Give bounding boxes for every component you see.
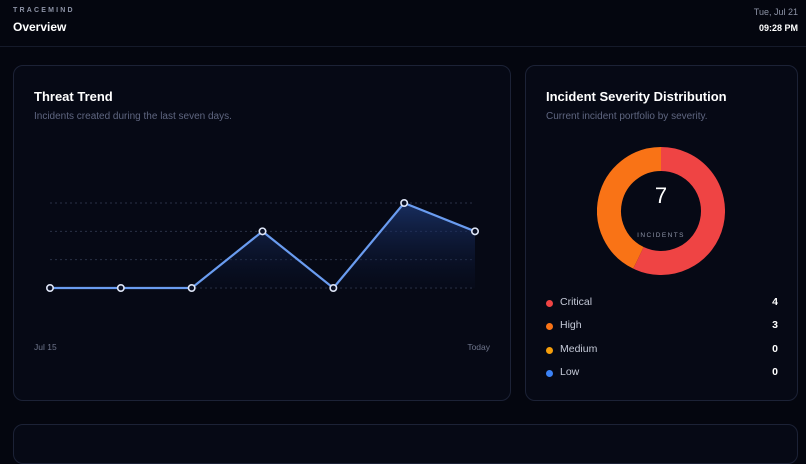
current-time: 09:28 PM (758, 23, 798, 33)
legend-label: High (560, 319, 582, 332)
severity-legend: Critical 4 High 3 Medium 0 Low 0 (546, 296, 778, 389)
trend-point[interactable] (116, 284, 125, 293)
legend-value: 0 (772, 365, 778, 378)
threat-trend-title: Threat Trend (34, 89, 113, 104)
high-dot-icon (546, 323, 553, 331)
legend-item-medium: Medium 0 (546, 343, 778, 366)
trend-point[interactable] (45, 284, 54, 293)
donut-total: 7 (654, 183, 668, 208)
legend-value: 4 (772, 296, 778, 308)
low-dot-icon (546, 369, 553, 377)
donut-caption: INCIDENTS (637, 232, 685, 239)
x-axis-start-label: Jul 15 (34, 342, 57, 352)
legend-item-high: High 3 (546, 319, 778, 342)
top-bar: TRACEMIND Overview Tue, Jul 21 09:28 PM (0, 0, 806, 47)
severity-title: Incident Severity Distribution (546, 89, 727, 104)
legend-label: Medium (560, 342, 598, 355)
threat-trend-card: Threat Trend Incidents created during th… (13, 65, 511, 401)
page-title: Overview (13, 20, 67, 34)
threat-trend-subtitle: Incidents created during the last seven … (34, 111, 232, 122)
critical-dot-icon (546, 300, 553, 307)
severity-donut: 7 INCIDENTS (597, 147, 725, 275)
trend-point[interactable] (400, 199, 409, 208)
trend-area (50, 203, 475, 288)
severity-distribution-card: Incident Severity Distribution Current i… (525, 65, 798, 401)
x-axis-end-label: Today (467, 342, 490, 352)
severity-subtitle: Current incident portfolio by severity. (546, 111, 708, 122)
legend-item-low: Low 0 (546, 366, 778, 389)
trend-point[interactable] (187, 284, 196, 293)
legend-value: 3 (772, 319, 778, 332)
legend-value: 0 (772, 342, 778, 355)
bottom-card (13, 424, 798, 464)
legend-label: Low (560, 365, 580, 378)
current-date: Tue, Jul 21 (753, 7, 798, 17)
brand-name: TRACEMIND (13, 7, 75, 14)
trend-point[interactable] (329, 284, 338, 293)
threat-trend-chart (45, 199, 479, 293)
trend-point[interactable] (258, 227, 267, 236)
donut-slice-critical[interactable] (633, 147, 725, 275)
donut-slice-high[interactable] (597, 147, 662, 269)
medium-dot-icon (546, 346, 553, 354)
legend-label: Critical (560, 296, 593, 308)
legend-item-critical: Critical 4 (546, 296, 778, 319)
trend-point[interactable] (470, 227, 479, 236)
